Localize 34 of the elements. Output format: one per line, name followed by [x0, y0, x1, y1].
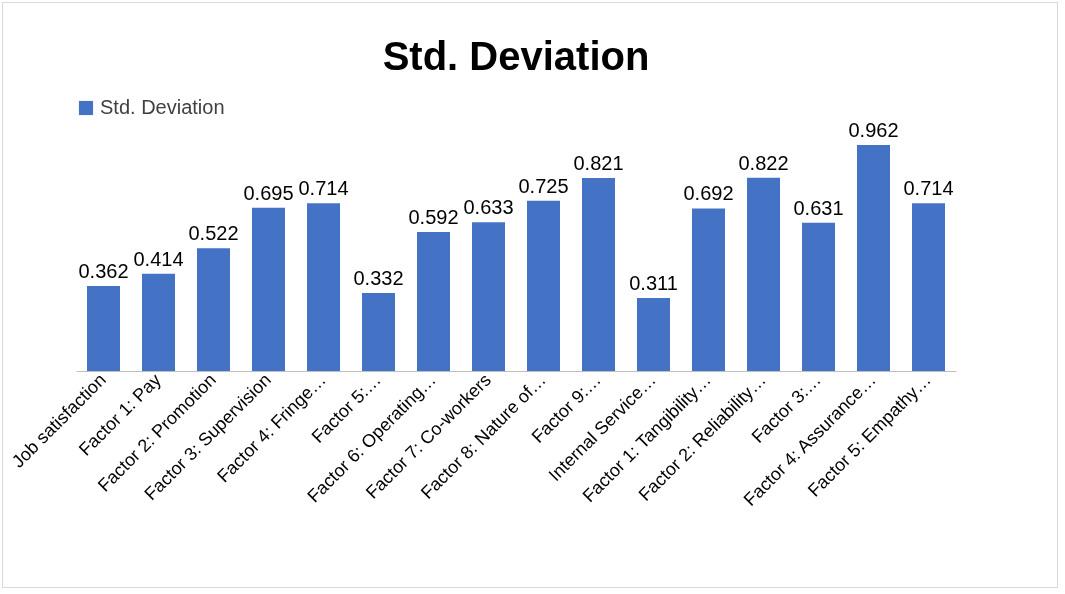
- bar: [87, 285, 120, 371]
- data-label: 0.822: [738, 151, 789, 174]
- bar: [527, 200, 560, 371]
- bar: [472, 222, 505, 371]
- bar: [857, 144, 890, 371]
- bar: [417, 231, 450, 371]
- bar: [637, 297, 670, 371]
- bar: [307, 203, 340, 371]
- data-label: 0.592: [408, 205, 459, 228]
- bar: [912, 203, 945, 371]
- data-label: 0.522: [188, 222, 239, 245]
- bar: [582, 178, 615, 371]
- bar: [802, 222, 835, 371]
- data-label: 0.631: [793, 196, 844, 219]
- bar: [197, 248, 230, 371]
- data-label: 0.962: [848, 118, 899, 141]
- bar: [142, 273, 175, 371]
- data-label: 0.714: [298, 177, 349, 200]
- data-label: 0.714: [903, 177, 954, 200]
- data-label: 0.692: [683, 182, 734, 205]
- data-label: 0.332: [353, 266, 404, 289]
- bar: [692, 208, 725, 371]
- legend-label: Std. Deviation: [100, 96, 225, 118]
- data-label: 0.725: [518, 174, 569, 197]
- chart-title: Std. Deviation: [382, 34, 650, 78]
- data-label: 0.821: [573, 152, 624, 175]
- data-label: 0.311: [629, 271, 678, 294]
- bar: [252, 207, 285, 371]
- data-label: 0.633: [463, 196, 514, 219]
- data-label: 0.414: [133, 247, 184, 270]
- bar: [362, 292, 395, 371]
- bar: [747, 177, 780, 371]
- data-label: 0.695: [243, 181, 294, 204]
- data-label: 0.362: [78, 259, 129, 282]
